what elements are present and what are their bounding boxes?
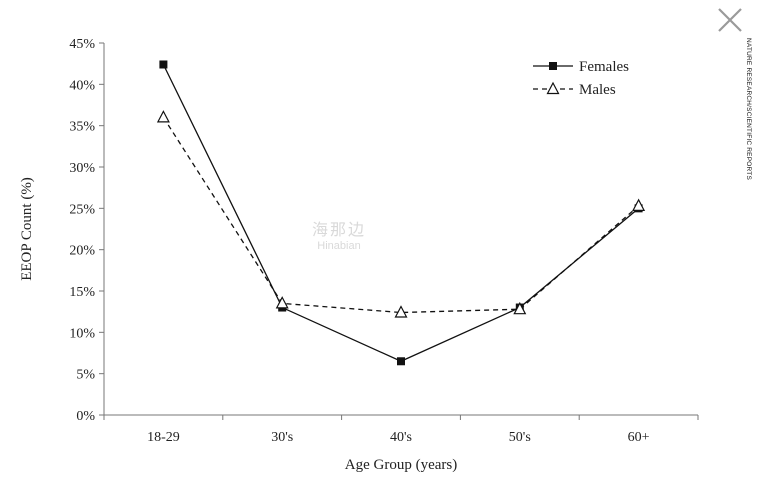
legend-label: Females [579,59,629,75]
x-tick-label: 40's [390,430,412,445]
y-tick-label: 20% [69,244,95,259]
data-point-males [156,110,170,123]
series-males [156,110,646,318]
close-icon [718,8,742,32]
watermark-cn: 海那边 [312,222,367,239]
y-tick-label: 35% [69,120,95,135]
data-point-females [397,357,405,366]
y-tick-label: 40% [69,78,95,93]
legend-item-females: Females [533,59,629,75]
y-tick-label: 10% [69,326,95,341]
legend-marker [546,81,560,95]
watermark: 海那边 Hinabian [312,222,366,252]
y-tick-label: 5% [76,368,95,383]
data-point-males [513,301,527,315]
x-tick-label: 50's [509,430,531,445]
data-point-females [159,60,168,69]
watermark-en: Hinabian [317,239,361,252]
y-tick-label: 30% [69,161,95,176]
data-point-males [394,305,408,318]
y-tick-label: 45% [69,37,95,52]
x-tick-label: 18-29 [147,430,180,445]
data-point-males [632,198,646,211]
side-credit: NATURE RESEARCH/SCIENTIFIC REPORTS [745,38,752,180]
legend-label: Males [579,82,616,98]
axes: 0% 5% 10% 15% 20% 25% 30% 35% 40% 45% 18-29 30's 40'… [19,37,699,473]
legend-item-males: Males [533,81,616,98]
y-tick-label: 0% [76,409,95,424]
x-tick-label: 60+ [628,430,650,445]
data-point-males [275,296,289,309]
close-button[interactable] [714,4,746,36]
series-females [159,60,643,366]
series-layer [156,60,646,366]
legend-marker [549,62,557,70]
x-axis-title: Age Group (years) [345,457,457,473]
y-axis-title: EEOP Count (%) [19,177,35,281]
y-tick-label: 15% [69,285,95,300]
legend: Females Males [533,59,629,98]
x-tick-label: 30's [271,430,293,445]
series-line-males [162,117,640,314]
y-tick-label: 25% [69,202,95,217]
